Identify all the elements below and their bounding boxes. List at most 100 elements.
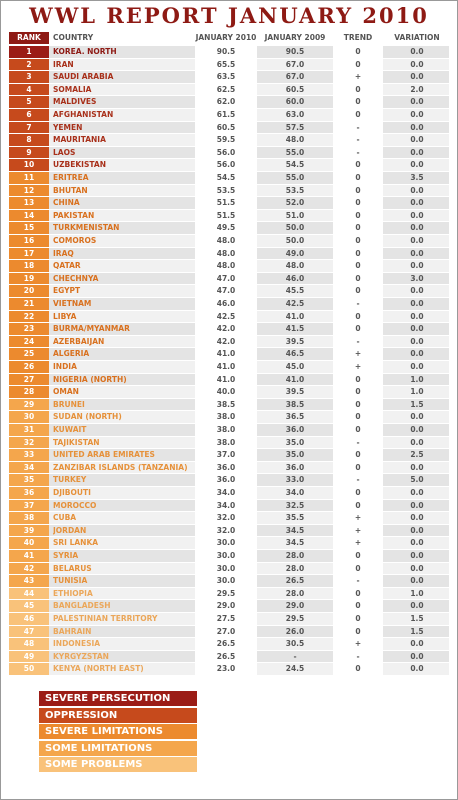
rank: 20 [9,285,49,297]
trend: + [333,537,383,549]
rank: 13 [9,197,49,209]
variation: 0.0 [410,311,424,321]
score-2010: 42.0 [195,335,257,348]
score-2010: 34.0 [195,499,257,512]
country: CHECHNYA [53,273,99,283]
country: INDONESIA [53,639,101,649]
trend: 0 [333,96,383,108]
table-row: 40 SRI LANKA 30.0 34.5 +0.0 [9,537,449,550]
table-row: 23 BURMA/MYANMAR 42.0 41.5 0 0.0 [9,323,449,336]
rank: 48 [9,638,49,650]
score-2009: 49.0 [285,248,305,258]
rank: 8 [9,134,49,146]
score-2010: 32.0 [195,524,257,537]
country: PALESTINIAN TERRITORY [53,614,158,623]
trend: + [333,361,383,373]
score-2010: 62.0 [195,96,257,108]
variation: 0.0 [410,601,424,611]
variation: 2.0 [410,84,424,94]
variation: 0.0 [410,336,424,346]
table-row: 34 ZANZIBAR ISLANDS (TANZANIA) 36.0 36.0 0 0.… [9,461,449,475]
rank: 40 [9,537,49,549]
table-row: 30 SUDAN (NORTH) 38.0 36.5 0 0.0 [9,411,449,424]
trend: 0 [333,285,383,297]
table-row: 19 CHECHNYA 47.0 46.0 0 3.0 [9,272,449,286]
trend: 0 [333,600,383,612]
variation: 0.0 [410,135,424,145]
country: IRAQ [53,248,74,258]
score-2010: 30.0 [195,575,257,587]
table-row: 26 INDIA 41.0 45.0 +0.0 [9,361,449,374]
table-row: 45 BANGLADESH 29.0 29.0 0 0.0 [9,600,449,613]
score-2010: 38.0 [195,411,257,423]
header-row: RANK COUNTRY JANUARY 2010 JANUARY 2009 TREND… [9,32,449,45]
table-row: 16 COMOROS 48.0 50.0 0 0.0 [9,235,449,248]
score-2010: 56.0 [195,146,257,159]
score-2010: 51.5 [195,197,257,209]
score-2009: 46.5 [285,349,305,359]
country: LIBYA [53,311,77,321]
score-2009: 45.0 [285,362,305,371]
table-row: 20 EGYPT 47.0 45.5 0 0.0 [9,285,449,298]
trend: 0 [333,159,383,171]
table-row: 37 MOROCCO 34.0 32.5 0 0.0 [9,499,449,513]
score-2010: 63.5 [195,71,257,83]
variation: 0.0 [410,488,424,497]
country: ALGERIA [53,349,90,359]
table-row: 10 UZBEKISTAN 56.0 54.5 0 0.0 [9,159,449,172]
variation: 0.0 [410,72,424,82]
rank: 3 [9,71,49,83]
score-2010: 30.0 [195,550,257,562]
trend: 0 [333,487,383,499]
variation: 0.0 [410,236,424,245]
trend: 0 [333,235,383,247]
variation: 1.0 [410,374,424,384]
score-2009: 50.0 [285,223,305,233]
table-row: 48 INDONESIA 26.5 30.5 +0.0 [9,638,449,651]
trend: 0 [333,323,383,335]
rank: 18 [9,260,49,272]
score-2010: 38.0 [195,424,257,436]
table-row: 28 OMAN 40.0 39.5 0 1.0 [9,386,449,399]
score-2009: 34.5 [285,538,305,548]
variation: 0.0 [410,47,424,56]
trend: 0 [333,461,383,474]
score-2009: 63.0 [285,110,305,119]
variation: 0.0 [410,362,424,371]
variation: 0.0 [410,664,424,674]
score-2009: 55.0 [285,173,305,182]
score-2009: 48.0 [285,135,305,145]
score-2009: 32.5 [285,500,305,510]
rank: 10 [9,159,49,171]
table-row: 21 VIETNAM 46.0 42.5 - 0.0 [9,298,449,311]
legend-item: SOME PROBLEMS [39,757,197,772]
country: ETHIOPIA [53,588,93,598]
country: MOROCCO [53,500,97,510]
score-2009: 35.0 [285,450,305,460]
score-2010: 48.0 [195,235,257,247]
score-2009: 90.5 [285,47,305,56]
trend: 0 [333,272,383,285]
trend: - [333,134,383,146]
trend: 0 [333,411,383,423]
trend: - [333,474,383,486]
country: MAURITANIA [53,135,106,145]
table-row: 50 KENYA (NORTH EAST) 23.0 24.5 0 0.0 [9,663,449,676]
country: AFGHANISTAN [53,110,114,119]
score-2009: 46.0 [285,273,305,283]
column-header: JANUARY 2009 [264,33,326,42]
trend: 0 [333,663,383,675]
country: KUWAIT [53,425,87,434]
trend: - [333,575,383,587]
country: IRAN [53,59,74,69]
rank: 4 [9,83,49,96]
rank: 34 [9,461,49,474]
trend: 0 [333,386,383,398]
variation: 0.0 [410,563,424,573]
score-2010: 36.0 [195,461,257,474]
variation: 1.5 [410,626,424,636]
rank: 46 [9,613,49,625]
table-row: 18 QATAR 48.0 48.0 0 0.0 [9,260,449,273]
rank: 43 [9,575,49,587]
table-row: 6 AFGHANISTAN 61.5 63.0 0 0.0 [9,109,449,122]
